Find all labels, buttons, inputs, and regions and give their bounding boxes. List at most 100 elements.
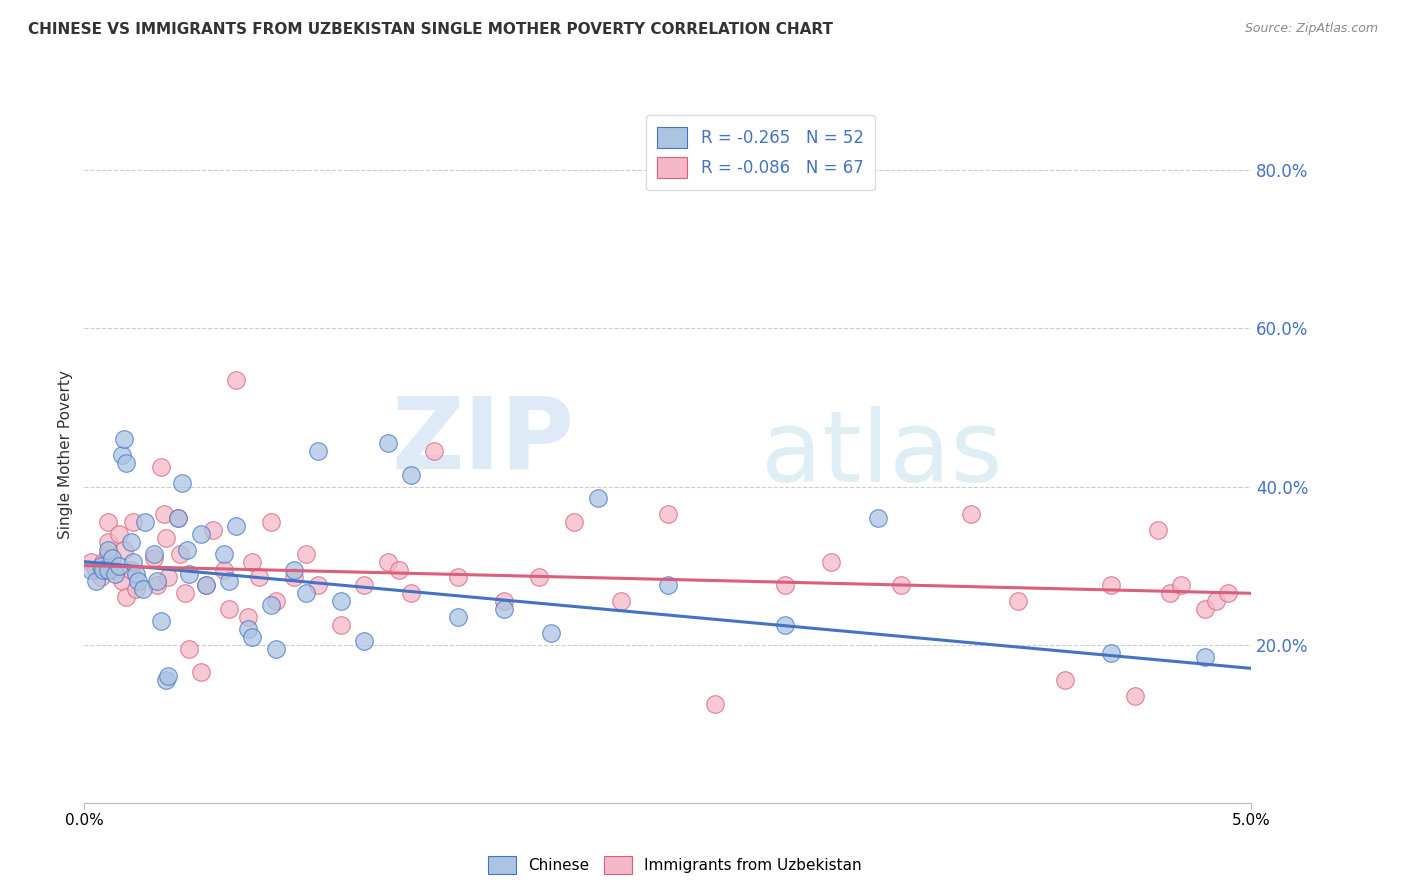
Point (214, 563, 236, 577)
Point (190, 665, 212, 680)
Point (247, 570, 270, 584)
Point (657, 507, 679, 521)
Point (194, 578, 217, 592)
Point (399, 467, 422, 482)
Point (820, 555, 842, 569)
Point (104, 566, 127, 581)
Text: ZIP: ZIP (392, 392, 575, 490)
Point (1194, 649, 1216, 664)
Point (172, 475, 194, 490)
Point (399, 586, 422, 600)
Point (155, 531, 177, 545)
Point (890, 578, 912, 592)
Point (120, 563, 142, 577)
Point (657, 578, 679, 592)
Point (242, 630, 264, 644)
Point (1159, 586, 1181, 600)
Point (179, 566, 201, 581)
Point (91, 563, 114, 577)
Point (1205, 594, 1227, 608)
Point (214, 547, 236, 561)
Point (529, 570, 551, 584)
Point (179, 641, 201, 656)
Point (1194, 602, 1216, 616)
Point (1123, 689, 1146, 703)
Point (101, 563, 124, 577)
Point (108, 558, 131, 573)
Point (307, 578, 329, 592)
Point (218, 574, 240, 589)
Point (157, 669, 180, 683)
Point (132, 582, 155, 597)
Point (155, 673, 177, 688)
Point (1007, 594, 1029, 608)
Point (264, 641, 287, 656)
Point (1216, 586, 1239, 600)
Point (201, 523, 224, 537)
Point (423, 444, 446, 458)
Point (80, 563, 103, 577)
Point (1053, 673, 1076, 688)
Point (97, 542, 120, 557)
Point (353, 578, 375, 592)
Point (145, 578, 167, 592)
Y-axis label: Single Mother Poverty: Single Mother Poverty (58, 370, 73, 540)
Point (260, 598, 283, 612)
Point (447, 570, 470, 584)
Point (125, 582, 148, 597)
Point (866, 511, 889, 525)
Point (152, 507, 174, 521)
Point (236, 610, 259, 624)
Point (494, 602, 516, 616)
Point (283, 570, 305, 584)
Point (564, 515, 586, 529)
Point (377, 555, 399, 569)
Point (143, 550, 166, 565)
Point (242, 555, 264, 569)
Point (101, 550, 124, 565)
Point (157, 570, 180, 584)
Point (90, 570, 112, 584)
Point (134, 515, 156, 529)
Point (122, 515, 145, 529)
Point (84, 574, 107, 589)
Point (90, 558, 112, 573)
Point (104, 563, 127, 577)
Point (236, 622, 259, 636)
Point (97, 515, 120, 529)
Point (112, 542, 135, 557)
Legend: Chinese, Immigrants from Uzbekistan: Chinese, Immigrants from Uzbekistan (482, 850, 868, 880)
Point (225, 519, 247, 533)
Point (773, 618, 796, 632)
Point (1147, 523, 1170, 537)
Point (145, 574, 167, 589)
Point (283, 563, 305, 577)
Point (295, 586, 318, 600)
Point (960, 507, 983, 521)
Text: Source: ZipAtlas.com: Source: ZipAtlas.com (1244, 22, 1378, 36)
Point (225, 373, 247, 387)
Point (176, 542, 198, 557)
Point (1099, 646, 1122, 660)
Point (127, 574, 149, 589)
Point (115, 456, 138, 470)
Point (166, 511, 188, 525)
Point (80, 555, 103, 569)
Point (447, 610, 470, 624)
Point (295, 547, 318, 561)
Point (586, 491, 609, 506)
Point (97, 547, 120, 561)
Point (330, 594, 353, 608)
Point (1170, 578, 1192, 592)
Point (773, 578, 796, 592)
Point (91, 555, 114, 569)
Point (264, 594, 287, 608)
Point (122, 555, 145, 569)
Point (166, 511, 188, 525)
Point (307, 444, 329, 458)
Point (143, 547, 166, 561)
Point (111, 448, 134, 462)
Point (150, 459, 173, 474)
Point (218, 602, 240, 616)
Point (173, 586, 195, 600)
